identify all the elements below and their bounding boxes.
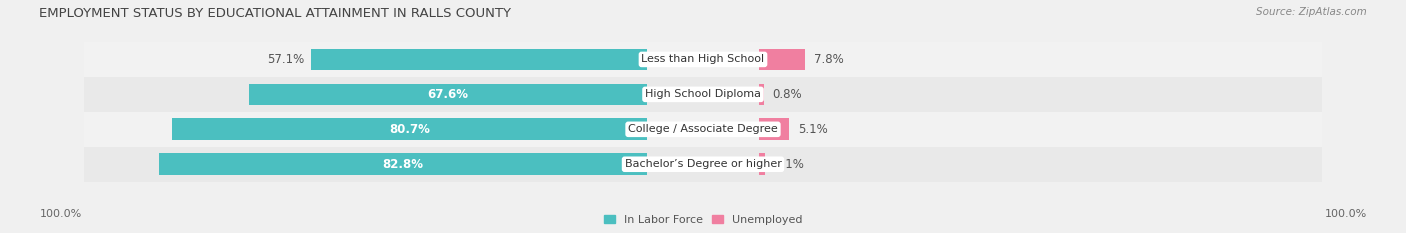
Text: 5.1%: 5.1% [797,123,828,136]
Text: College / Associate Degree: College / Associate Degree [628,124,778,134]
Bar [84,147,1322,182]
Bar [759,118,789,140]
Legend: In Labor Force, Unemployed: In Labor Force, Unemployed [599,210,807,229]
Bar [759,83,763,105]
Bar [172,118,647,140]
Text: 7.8%: 7.8% [814,53,844,66]
Bar [84,42,1322,77]
Bar [759,153,765,175]
Bar [84,77,1322,112]
Text: 100.0%: 100.0% [1324,209,1367,219]
Text: Bachelor’s Degree or higher: Bachelor’s Degree or higher [624,159,782,169]
Text: High School Diploma: High School Diploma [645,89,761,99]
Text: 82.8%: 82.8% [382,158,423,171]
Text: 1.1%: 1.1% [775,158,804,171]
Text: 67.6%: 67.6% [427,88,468,101]
Text: 57.1%: 57.1% [267,53,305,66]
Text: Source: ZipAtlas.com: Source: ZipAtlas.com [1256,7,1367,17]
Bar [159,153,647,175]
Text: 100.0%: 100.0% [39,209,82,219]
Text: 80.7%: 80.7% [389,123,430,136]
Bar [311,49,647,70]
Text: EMPLOYMENT STATUS BY EDUCATIONAL ATTAINMENT IN RALLS COUNTY: EMPLOYMENT STATUS BY EDUCATIONAL ATTAINM… [39,7,512,20]
Bar [759,49,804,70]
Bar [84,112,1322,147]
Bar [249,83,647,105]
Text: Less than High School: Less than High School [641,55,765,64]
Text: 0.8%: 0.8% [772,88,803,101]
